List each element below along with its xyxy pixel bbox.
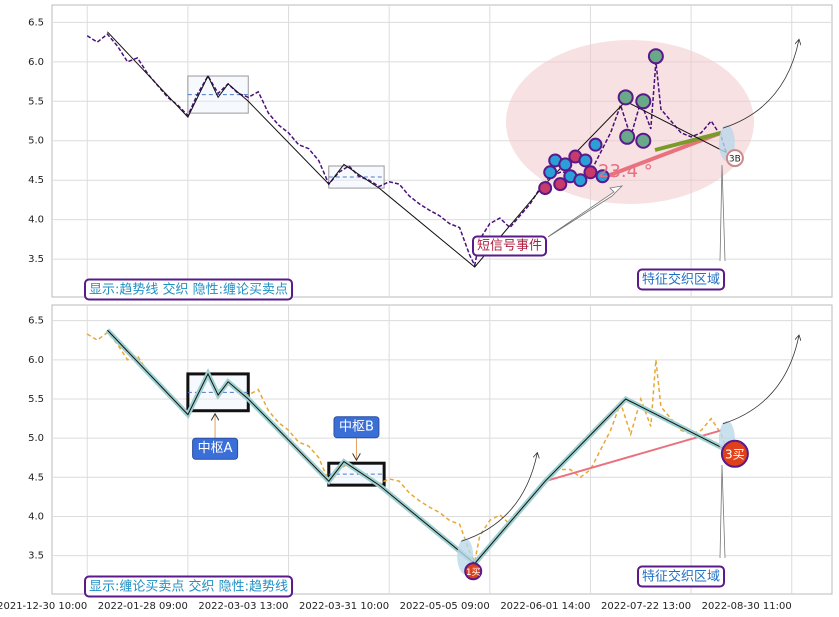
annotation-text: 特征交织区域: [642, 569, 720, 585]
y-tick-label: 4.0: [28, 215, 44, 226]
annotation-text: 特征交织区域: [642, 272, 720, 288]
pivot-label: 中枢A: [192, 437, 239, 460]
y-tick-label: 4.5: [28, 175, 44, 186]
annotation-box: [84, 575, 294, 598]
pivot-label-box: [192, 437, 239, 460]
signal-marker: [588, 137, 603, 152]
y-tick-label: 3.5: [28, 551, 44, 562]
annotation: 显示:趋势线 交织 隐性:缠论买卖点: [84, 278, 294, 301]
x-tick-label: 2021-12-30 10:00: [0, 601, 87, 612]
x-tick-label: 2022-07-22 13:00: [601, 601, 691, 612]
buy-point: [725, 149, 744, 168]
annotation: 显示:缠论买卖点 交织 隐性:趋势线: [84, 575, 294, 598]
buy-point: [464, 562, 483, 581]
annotation-text: 短信号事件: [477, 239, 542, 254]
y-tick-label: 5.0: [28, 433, 44, 444]
signal-marker: [619, 128, 636, 145]
curve-arrow: [461, 453, 537, 542]
olive-segment: [654, 130, 722, 152]
signal-marker: [647, 48, 664, 65]
signal-marker: [578, 153, 593, 168]
buy-point: [720, 439, 749, 468]
annotation: 特征交织区域: [637, 268, 726, 291]
y-tick-label: 6.5: [28, 316, 44, 327]
annotation-box: [472, 235, 548, 257]
annotation-box: [637, 268, 726, 291]
event-pointer: [547, 185, 624, 238]
pivot-label-text: 中枢A: [198, 441, 233, 456]
curve-arrow: [722, 336, 799, 425]
signal-marker: [538, 181, 553, 196]
annotation: 特征交织区域: [637, 565, 726, 588]
buy-point-label: 3B: [729, 155, 741, 165]
y-tick-label: 4.5: [28, 472, 44, 483]
curve-arrow: [722, 40, 799, 129]
annotation: 短信号事件: [472, 235, 548, 257]
signal-marker: [573, 173, 588, 188]
angle-line: [599, 130, 723, 181]
y-tick-label: 5.0: [28, 136, 44, 147]
signal-marker: [558, 157, 573, 172]
trend-line: [107, 329, 727, 565]
signal-marker: [635, 93, 652, 110]
annotation: 23.4 °: [598, 161, 653, 182]
y-tick-label: 6.0: [28, 57, 44, 68]
signal-marker: [595, 169, 610, 184]
annotation-box: [84, 278, 294, 301]
pivot-label: 中枢B: [333, 416, 380, 439]
signal-marker: [583, 165, 598, 180]
buy-point-label: 1买: [466, 567, 481, 578]
annotation-text: 显示:趋势线 交织 隐性:缠论买卖点: [89, 282, 288, 298]
y-tick-label: 5.5: [28, 96, 44, 107]
buy-point-label: 3买: [725, 447, 745, 461]
annotation-box: [637, 565, 726, 588]
y-tick-label: 3.5: [28, 254, 44, 265]
x-tick-label: 2022-01-28 09:00: [98, 601, 188, 612]
x-tick-label: 2022-05-05 09:00: [400, 601, 490, 612]
annotation-text: 23.4 °: [598, 161, 653, 182]
signal-marker: [553, 177, 568, 192]
signal-marker: [543, 165, 558, 180]
pivot-label-box: [333, 416, 380, 439]
x-tick-label: 2022-03-03 13:00: [198, 601, 288, 612]
zone-pointer: [719, 464, 726, 559]
zone-pointer: [719, 164, 726, 262]
signal-marker: [635, 132, 652, 149]
pivot-label-text: 中枢B: [339, 420, 374, 435]
plot-area: [51, 304, 833, 595]
x-tick-label: 2022-08-30 11:00: [702, 601, 792, 612]
signal-marker: [617, 89, 634, 106]
x-tick-label: 2022-06-01 14:00: [500, 601, 590, 612]
x-tick-label: 2022-03-31 10:00: [299, 601, 389, 612]
y-tick-label: 4.0: [28, 511, 44, 522]
angle-line: [544, 429, 722, 483]
y-tick-label: 6.0: [28, 355, 44, 366]
y-tick-label: 6.5: [28, 17, 44, 28]
y-tick-label: 5.5: [28, 394, 44, 405]
annotation-text: 显示:缠论买卖点 交织 隐性:趋势线: [89, 579, 288, 595]
